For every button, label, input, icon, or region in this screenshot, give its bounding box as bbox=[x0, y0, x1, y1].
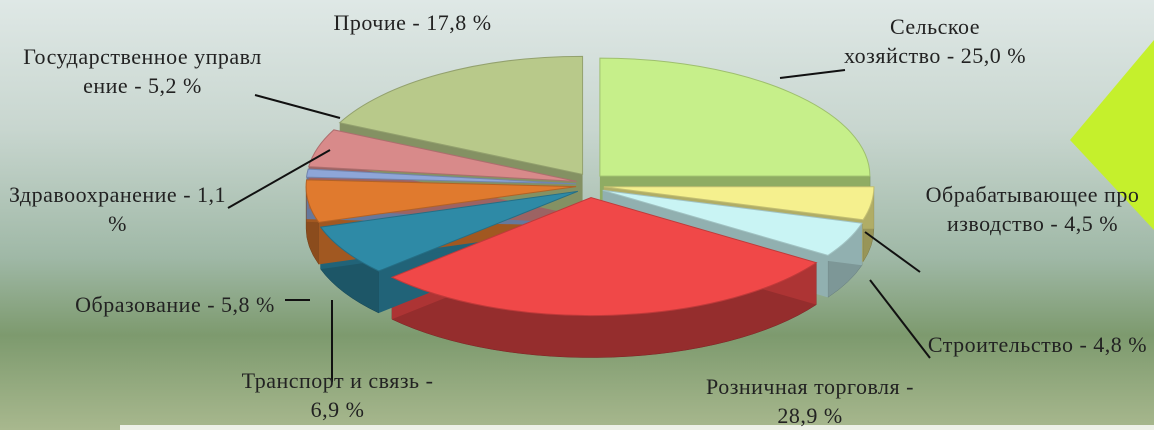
label-separator: - bbox=[201, 292, 221, 317]
data-label: Строительство - 4,8 % bbox=[925, 330, 1150, 359]
data-label: Сельское хозяйство - 25,0 % bbox=[840, 12, 1030, 70]
leader-line bbox=[255, 95, 340, 118]
label-separator: - bbox=[177, 182, 197, 207]
label-separator: - bbox=[406, 10, 426, 35]
label-category: Прочие bbox=[333, 10, 406, 35]
data-label: Образование - 5,8 % bbox=[55, 290, 295, 319]
label-value: 17,8 % bbox=[426, 10, 491, 35]
leader-line bbox=[870, 280, 930, 358]
data-label: Государственное управление - 5,2 % bbox=[20, 42, 265, 100]
data-label: Розничная торговля - 28,9 % bbox=[700, 372, 920, 430]
label-value: 4,5 % bbox=[1064, 211, 1118, 236]
label-value: 28,9 % bbox=[777, 403, 842, 428]
label-category: Транспорт и связь bbox=[242, 368, 420, 393]
slice bbox=[600, 58, 870, 176]
label-category: Строительство bbox=[928, 332, 1074, 357]
label-separator: - bbox=[1073, 332, 1093, 357]
label-category: Розничная торговля bbox=[706, 374, 900, 399]
leader-line bbox=[865, 232, 920, 272]
label-category: Здравоохранение bbox=[9, 182, 177, 207]
page: Сельское хозяйство - 25,0 % Обрабатывающе… bbox=[0, 0, 1154, 430]
data-label: Прочие - 17,8 % bbox=[300, 8, 525, 37]
label-separator: - bbox=[420, 368, 434, 393]
label-separator: - bbox=[1044, 211, 1064, 236]
label-separator: - bbox=[128, 73, 148, 98]
decor-bar bbox=[120, 425, 1154, 430]
leader-line bbox=[780, 70, 845, 78]
label-value: 5,2 % bbox=[148, 73, 202, 98]
label-separator: - bbox=[941, 43, 961, 68]
data-label: Здравоохранение - 1,1 % bbox=[0, 180, 235, 238]
label-value: 25,0 % bbox=[961, 43, 1026, 68]
label-value: 5,8 % bbox=[221, 292, 275, 317]
label-separator: - bbox=[900, 374, 914, 399]
data-label: Транспорт и связь - 6,9 % bbox=[230, 366, 445, 424]
data-label: Обрабатывающее производство - 4,5 % bbox=[925, 180, 1140, 238]
label-value: 4,8 % bbox=[1093, 332, 1147, 357]
label-category: Образование bbox=[75, 292, 201, 317]
label-value: 6,9 % bbox=[311, 397, 365, 422]
